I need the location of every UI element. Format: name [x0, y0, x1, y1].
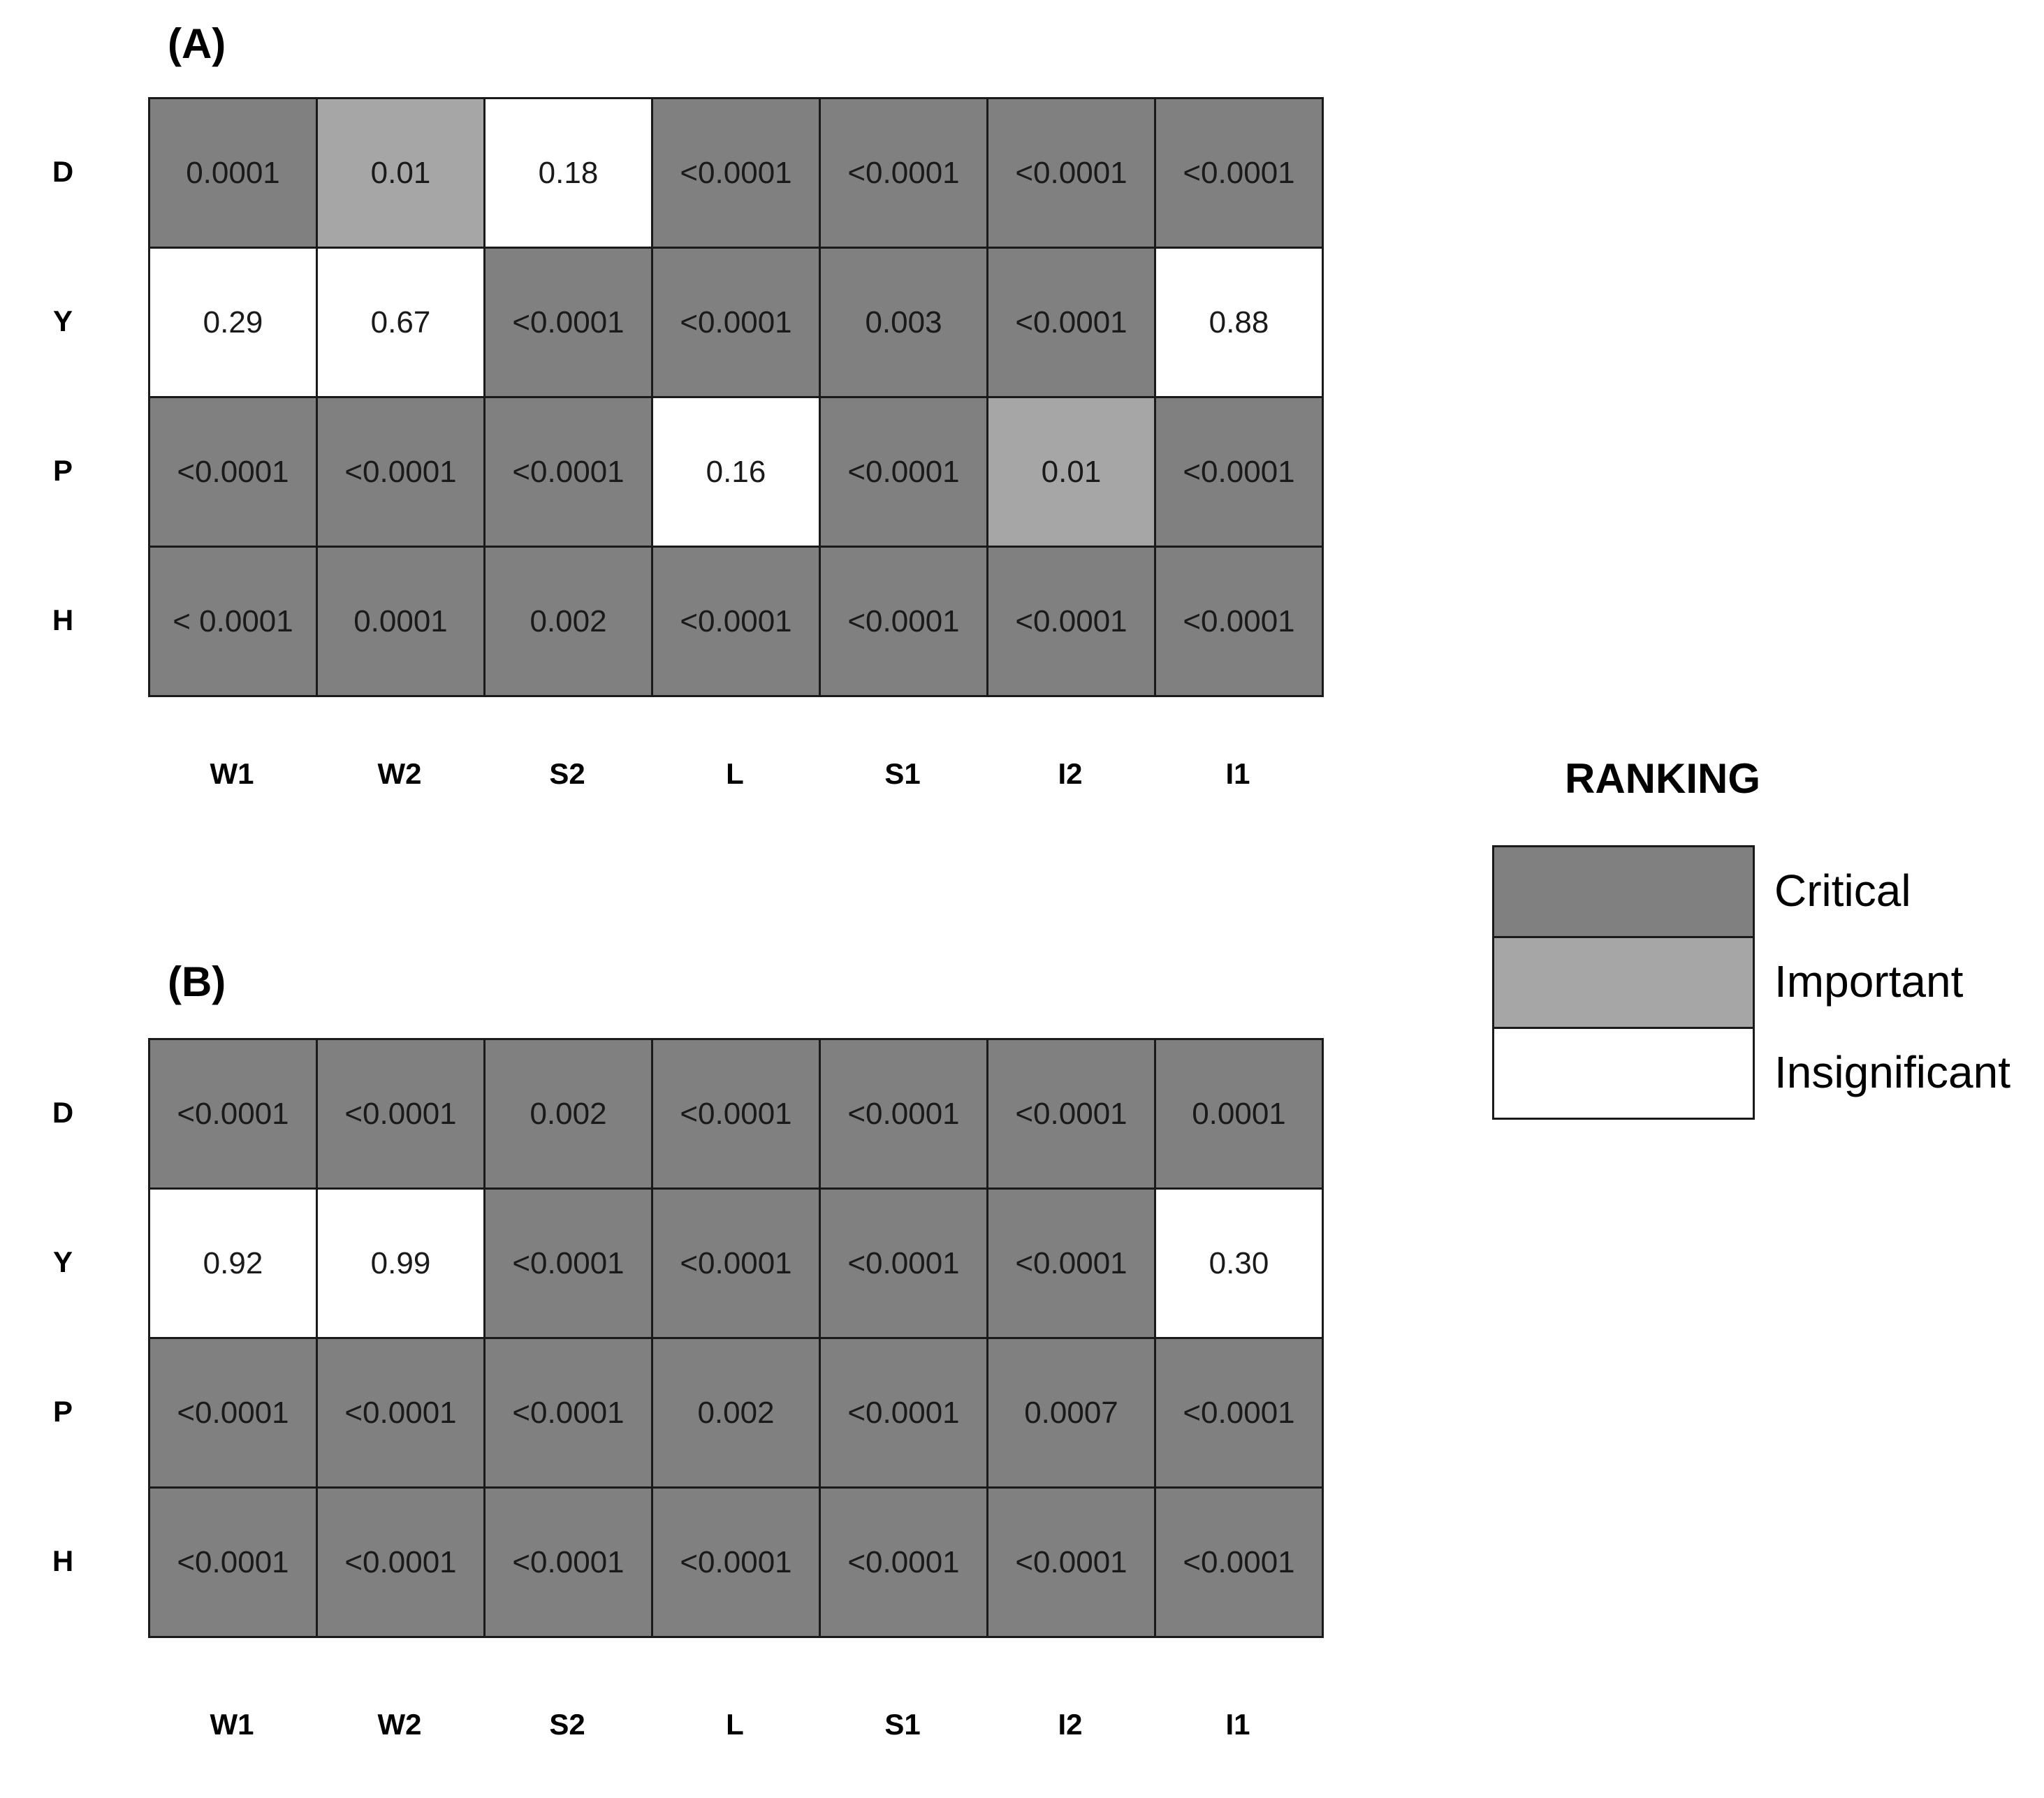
panel-b-column-label: W2 [377, 1708, 422, 1741]
panel-a-cell: <0.0001 [988, 548, 1156, 697]
panel-b-cell: <0.0001 [821, 1489, 988, 1638]
panel-b-cell: <0.0001 [653, 1489, 821, 1638]
panel-a-title: (A) [168, 20, 226, 67]
panel-a-cell: <0.0001 [653, 99, 821, 249]
panel-a-column-label: I1 [1225, 757, 1250, 790]
panel-a-row-label: Y [52, 305, 73, 337]
panel-a-cell: 0.29 [150, 249, 318, 398]
panel-b-cell: <0.0001 [150, 1040, 318, 1190]
panel-a-cell: <0.0001 [988, 99, 1156, 249]
panel-b-cell: <0.0001 [653, 1040, 821, 1190]
panel-a-cell: <0.0001 [821, 548, 988, 697]
panel-b-cell: <0.0001 [988, 1190, 1156, 1339]
panel-b-cell: <0.0001 [318, 1339, 486, 1489]
panel-a-cell: <0.0001 [653, 249, 821, 398]
panel-b-row-label: P [52, 1395, 73, 1428]
panel-a-cell: <0.0001 [486, 249, 653, 398]
legend-swatch-important [1492, 936, 1755, 1029]
panel-a-cell: 0.88 [1156, 249, 1324, 398]
panel-b-cell: <0.0001 [486, 1190, 653, 1339]
panel-a-column-label: S1 [884, 757, 921, 790]
panel-a-column-label: S2 [549, 757, 585, 790]
panel-b-cell: 0.92 [150, 1190, 318, 1339]
panel-b-cell: <0.0001 [1156, 1489, 1324, 1638]
panel-b-cell: <0.0001 [821, 1040, 988, 1190]
panel-b-grid: <0.0001 <0.0001 0.002 <0.0001 <0.0001 <0.0001… [148, 1038, 1324, 1638]
legend-swatch-critical [1492, 845, 1755, 938]
panel-b-cell: 0.002 [486, 1040, 653, 1190]
panel-b-cell: <0.0001 [486, 1489, 653, 1638]
panel-b-column-label: W1 [210, 1708, 254, 1741]
panel-b-cell: <0.0001 [150, 1339, 318, 1489]
panel-a-column-label: W2 [377, 757, 422, 790]
legend-swatch-insignificant [1492, 1027, 1755, 1120]
panel-a-cell: <0.0001 [1156, 398, 1324, 548]
panel-a-cell: < 0.0001 [150, 548, 318, 697]
legend-title: RANKING [1565, 755, 1760, 802]
panel-b-cell: <0.0001 [486, 1339, 653, 1489]
panel-b-cell: <0.0001 [1156, 1339, 1324, 1489]
panel-a-cell: 0.01 [988, 398, 1156, 548]
panel-a-cell: <0.0001 [821, 99, 988, 249]
panel-b-row-label: D [52, 1096, 74, 1129]
panel-b-cell: <0.0001 [821, 1339, 988, 1489]
panel-b-cell: 0.0007 [988, 1339, 1156, 1489]
panel-a-cell: 0.0001 [150, 99, 318, 249]
legend-label-insignificant: Insignificant [1774, 1047, 2010, 1097]
panel-b-cell: 0.99 [318, 1190, 486, 1339]
panel-a-row-label: H [52, 604, 74, 636]
panel-b-row-label: Y [52, 1245, 73, 1278]
panel-a-grid: 0.0001 0.01 0.18 <0.0001 <0.0001 <0.0001 <0.00… [148, 97, 1324, 697]
panel-b-cell: <0.0001 [821, 1190, 988, 1339]
panel-a-row-label: P [52, 454, 73, 487]
panel-a-column-label: L [726, 757, 744, 790]
panel-b-column-label: L [726, 1708, 744, 1741]
panel-a-cell: 0.003 [821, 249, 988, 398]
panel-a-cell: 0.18 [486, 99, 653, 249]
panel-b-cell: <0.0001 [318, 1040, 486, 1190]
panel-a-column-label: I2 [1058, 757, 1083, 790]
panel-a-cell: <0.0001 [988, 249, 1156, 398]
panel-a-cell: <0.0001 [150, 398, 318, 548]
panel-b-cell: 0.002 [653, 1339, 821, 1489]
panel-a-cell: <0.0001 [318, 398, 486, 548]
panel-b-column-label: S2 [549, 1708, 585, 1741]
panel-b-row-label: H [52, 1544, 74, 1577]
panel-b-cell: <0.0001 [653, 1190, 821, 1339]
panel-a-column-label: W1 [210, 757, 254, 790]
panel-a-cell: <0.0001 [1156, 548, 1324, 697]
panel-b-cell: <0.0001 [150, 1489, 318, 1638]
panel-b-column-label: I1 [1225, 1708, 1250, 1741]
panel-b-cell: <0.0001 [988, 1489, 1156, 1638]
legend-label-critical: Critical [1774, 865, 1911, 916]
panel-a-cell: <0.0001 [1156, 99, 1324, 249]
panel-a-cell: <0.0001 [821, 398, 988, 548]
panel-b-cell: <0.0001 [318, 1489, 486, 1638]
panel-b-column-label: S1 [884, 1708, 921, 1741]
panel-b-cell: <0.0001 [988, 1040, 1156, 1190]
legend-label-important: Important [1774, 956, 1964, 1007]
panel-a-row-label: D [52, 155, 74, 188]
panel-a-cell: 0.002 [486, 548, 653, 697]
panel-b-cell: 0.30 [1156, 1190, 1324, 1339]
panel-a-cell: 0.01 [318, 99, 486, 249]
panel-a-cell: <0.0001 [653, 548, 821, 697]
panel-b-cell: 0.0001 [1156, 1040, 1324, 1190]
panel-b-column-label: I2 [1058, 1708, 1083, 1741]
panel-a-cell: 0.67 [318, 249, 486, 398]
panel-b-title: (B) [168, 958, 226, 1005]
panel-a-cell: 0.16 [653, 398, 821, 548]
panel-a-cell: <0.0001 [486, 398, 653, 548]
panel-a-cell: 0.0001 [318, 548, 486, 697]
